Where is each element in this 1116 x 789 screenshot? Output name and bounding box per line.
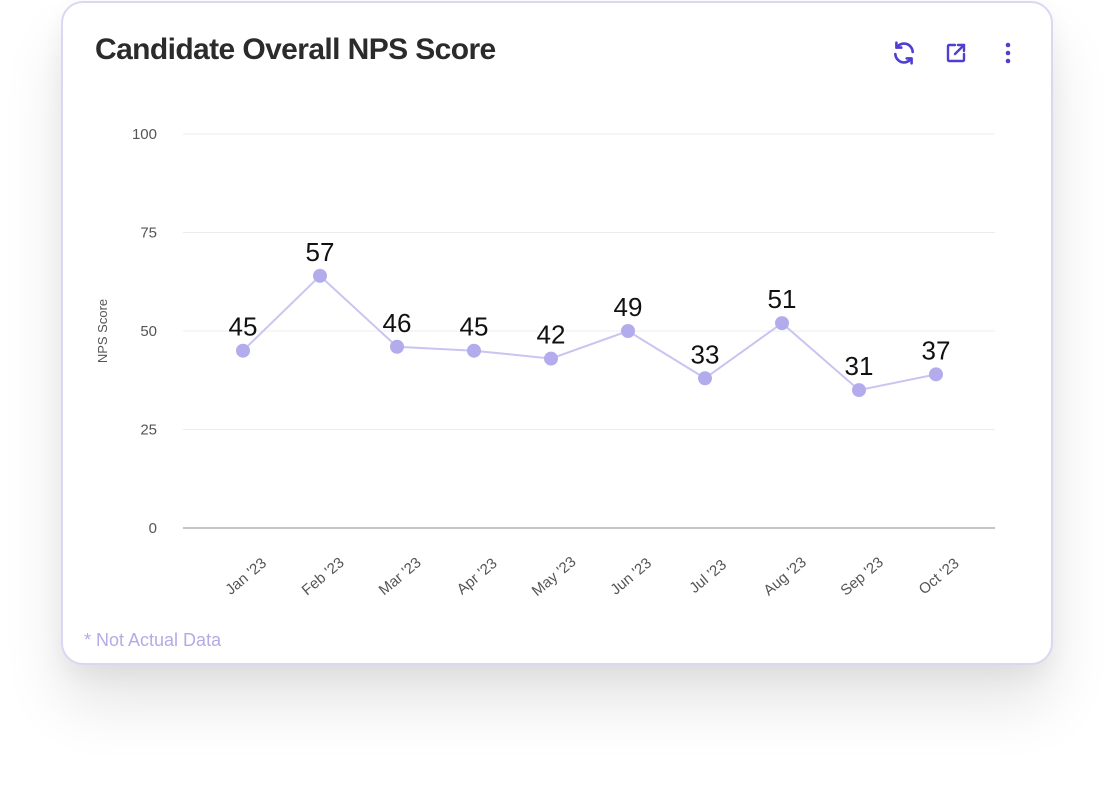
x-tick-label: May '23 xyxy=(529,553,580,599)
point-layer xyxy=(236,268,943,398)
data-label: 57 xyxy=(306,237,335,267)
card-toolbar xyxy=(889,38,1023,68)
data-label: 33 xyxy=(691,339,720,369)
external-link-icon xyxy=(944,41,968,65)
data-point xyxy=(852,383,866,398)
open-external-button[interactable] xyxy=(941,38,971,68)
x-tick-label: Apr '23 xyxy=(454,555,501,598)
y-axis-title: NPS Score xyxy=(95,299,110,363)
nps-line-chart: 0 25 50 75 100 NPS Score Jan '23 Feb '23 Mar '23… xyxy=(95,126,995,600)
data-point xyxy=(698,371,712,386)
series-line xyxy=(242,274,937,392)
nps-card: Candidate Overall NPS Score xyxy=(61,1,1053,665)
data-point xyxy=(467,343,481,358)
line-layer xyxy=(242,274,937,392)
data-label: 42 xyxy=(537,320,566,350)
data-label: 49 xyxy=(614,292,643,322)
data-label: 31 xyxy=(845,351,874,381)
x-tick-label: Jul '23 xyxy=(686,556,730,597)
refresh-button[interactable] xyxy=(889,38,919,68)
data-point xyxy=(236,343,250,358)
label-layer: 45 57 46 45 42 49 33 51 31 37 xyxy=(229,237,951,381)
data-point xyxy=(775,316,789,331)
grid-layer xyxy=(183,133,995,529)
x-tick-label: Aug '23 xyxy=(760,554,810,599)
x-tick-label: Jan '23 xyxy=(222,555,270,599)
refresh-icon xyxy=(891,40,917,66)
data-point xyxy=(390,339,404,354)
y-tick-label: 25 xyxy=(140,422,157,439)
footnote: * Not Actual Data xyxy=(84,630,222,650)
data-label: 46 xyxy=(383,308,412,338)
more-options-button[interactable] xyxy=(993,38,1023,68)
x-tick-label: Oct '23 xyxy=(916,555,963,598)
data-point xyxy=(929,367,943,382)
y-tick-label: 0 xyxy=(149,520,157,537)
y-tick-label: 50 xyxy=(140,323,157,340)
y-tick-label: 100 xyxy=(132,126,157,143)
data-label: 37 xyxy=(922,335,951,365)
data-label: 45 xyxy=(460,312,489,342)
card-title: Candidate Overall NPS Score xyxy=(95,33,496,66)
x-tick-label: Sep '23 xyxy=(837,554,887,599)
y-tick-label: 75 xyxy=(140,225,157,242)
data-point xyxy=(621,324,635,338)
data-point xyxy=(313,268,327,283)
x-tick-label: Mar '23 xyxy=(376,554,425,599)
data-label: 45 xyxy=(229,312,258,342)
x-tick-label: Jun '23 xyxy=(607,555,655,599)
x-tick-label: Feb '23 xyxy=(299,554,348,599)
data-point xyxy=(544,351,558,366)
more-vertical-icon xyxy=(1003,41,1013,65)
data-label: 51 xyxy=(768,284,797,314)
